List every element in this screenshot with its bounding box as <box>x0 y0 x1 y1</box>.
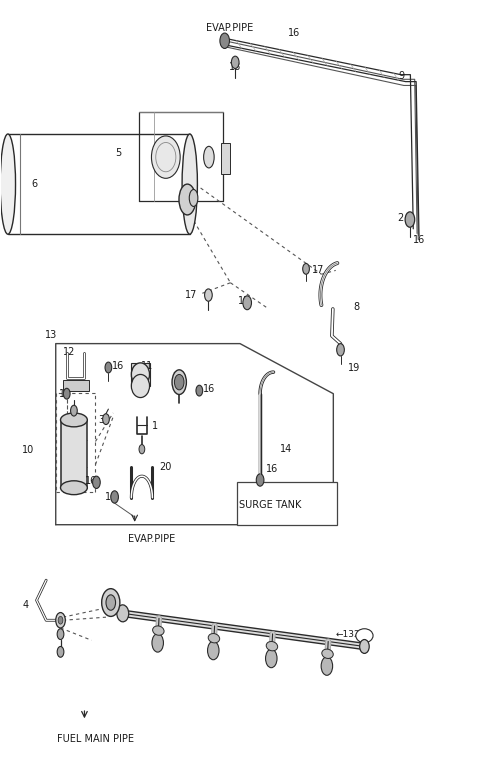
Ellipse shape <box>172 370 186 394</box>
Circle shape <box>106 595 116 610</box>
Text: 13: 13 <box>45 330 57 340</box>
Ellipse shape <box>60 481 87 495</box>
Bar <box>132 363 150 386</box>
Text: 16: 16 <box>85 476 97 486</box>
Text: 18: 18 <box>228 62 241 72</box>
Text: SURGE TANK: SURGE TANK <box>239 500 301 510</box>
Circle shape <box>111 491 119 503</box>
Circle shape <box>207 642 219 660</box>
Bar <box>237 482 337 525</box>
Ellipse shape <box>208 634 220 643</box>
Bar <box>60 420 87 488</box>
Text: 11: 11 <box>141 361 153 371</box>
Text: 16: 16 <box>112 361 124 371</box>
Circle shape <box>57 628 64 639</box>
Text: 10: 10 <box>22 445 34 455</box>
Text: ←1325: ←1325 <box>336 630 366 638</box>
Circle shape <box>105 362 112 373</box>
Circle shape <box>63 388 70 399</box>
Ellipse shape <box>179 184 196 215</box>
Text: 8: 8 <box>353 303 359 313</box>
Text: 16: 16 <box>203 384 216 394</box>
Circle shape <box>336 344 344 356</box>
Circle shape <box>303 263 310 274</box>
Circle shape <box>256 474 264 486</box>
Circle shape <box>321 657 333 676</box>
Text: 7: 7 <box>172 372 178 381</box>
Text: 20: 20 <box>159 462 172 472</box>
Ellipse shape <box>152 136 180 178</box>
Text: 16: 16 <box>59 389 72 398</box>
Ellipse shape <box>102 589 120 616</box>
Text: EVAP.PIPE: EVAP.PIPE <box>128 533 175 543</box>
Text: 2: 2 <box>397 213 403 223</box>
Ellipse shape <box>117 604 129 621</box>
Text: 3: 3 <box>98 415 105 425</box>
Text: 6: 6 <box>32 179 38 189</box>
Circle shape <box>405 212 415 227</box>
Circle shape <box>152 634 163 652</box>
Bar <box>221 144 230 174</box>
Text: 15: 15 <box>238 296 251 306</box>
Text: 12: 12 <box>63 347 75 357</box>
Text: 16: 16 <box>266 464 278 474</box>
Ellipse shape <box>204 147 214 168</box>
Circle shape <box>220 33 229 49</box>
Circle shape <box>204 289 212 301</box>
Text: 5: 5 <box>116 148 122 158</box>
Text: 4: 4 <box>23 600 29 610</box>
Ellipse shape <box>132 374 150 398</box>
Circle shape <box>174 374 184 390</box>
Circle shape <box>56 612 65 628</box>
Ellipse shape <box>0 134 15 234</box>
Text: 16: 16 <box>413 235 425 245</box>
Ellipse shape <box>182 134 197 234</box>
Ellipse shape <box>322 649 333 659</box>
Circle shape <box>196 385 203 396</box>
Text: 9: 9 <box>398 71 404 81</box>
Ellipse shape <box>60 413 87 427</box>
Circle shape <box>93 476 100 489</box>
Ellipse shape <box>189 189 198 206</box>
Text: 19: 19 <box>348 363 360 373</box>
Circle shape <box>57 646 64 657</box>
Ellipse shape <box>266 642 277 651</box>
Ellipse shape <box>356 628 373 642</box>
Circle shape <box>103 414 109 425</box>
Text: 14: 14 <box>280 444 292 454</box>
Text: 16: 16 <box>105 492 117 502</box>
Ellipse shape <box>153 626 164 635</box>
Text: EVAP.PIPE: EVAP.PIPE <box>206 23 254 33</box>
Circle shape <box>243 296 252 310</box>
Text: 1: 1 <box>152 421 158 431</box>
Circle shape <box>58 616 63 624</box>
Text: FUEL MAIN PIPE: FUEL MAIN PIPE <box>57 734 134 744</box>
Circle shape <box>71 405 77 416</box>
Text: 16: 16 <box>288 28 300 38</box>
Circle shape <box>139 445 145 454</box>
Text: 17: 17 <box>185 290 198 300</box>
Circle shape <box>265 649 277 668</box>
Text: 17: 17 <box>312 266 324 276</box>
Bar <box>63 380 89 391</box>
Circle shape <box>231 56 239 69</box>
Ellipse shape <box>132 363 150 386</box>
Ellipse shape <box>360 639 369 653</box>
